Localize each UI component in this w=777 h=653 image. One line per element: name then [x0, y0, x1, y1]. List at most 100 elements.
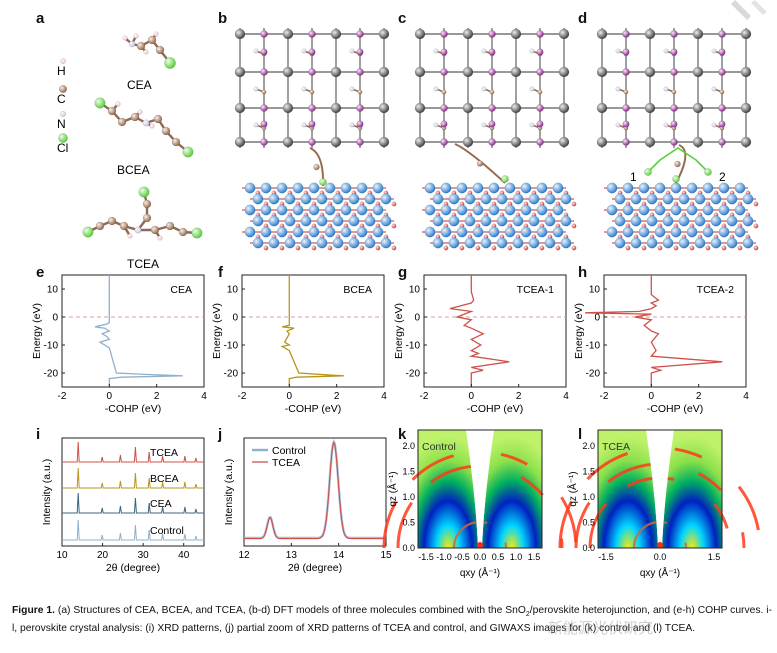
model-b-perovskite-iodide-shine [356, 48, 364, 56]
xrd-xlabel: 2θ (degree) [288, 562, 342, 574]
model-b-sno2-tin-shine [300, 215, 312, 227]
model-c-perovskite-iodide-shine [488, 120, 496, 128]
molecule-tcea-atom-shine [179, 228, 187, 236]
xrd-series-control [62, 519, 204, 541]
model-d-perovskite-atom-shine [670, 138, 678, 146]
model-d-sno2-tin-shine [686, 226, 698, 238]
model-b-sno2 [242, 182, 397, 251]
model-b-sno2-tin-shine [252, 193, 264, 205]
model-c-sno2-tin-shine [432, 193, 444, 205]
model-d-sno2-tin-shine [614, 193, 626, 205]
model-d-sno2-tin-shine [654, 226, 666, 238]
molecule-cea-atom-shine [129, 41, 135, 47]
legend-label-h: H [57, 64, 66, 78]
cohp-frame [423, 274, 567, 388]
model-d-sno2-tin-shine [734, 226, 746, 238]
model-b-perovskite-atom-shine [283, 29, 293, 39]
model-d-perovskite-cation-n-shine [663, 48, 669, 54]
xtick-label: 1.5 [528, 552, 541, 562]
model-b-perovskite-cation-n-shine [253, 122, 259, 128]
model-b-sno2-tin-shine [348, 193, 360, 205]
legend-label-control: Control [272, 445, 306, 457]
model-d-perovskite-iodide-shine [670, 48, 678, 56]
giwaxs-missing-wedge [466, 430, 494, 548]
model-b-sno2-oxygen-shine [391, 223, 397, 229]
xtick-label: 15 [380, 550, 392, 561]
molecule-bcea-atom-shine [94, 97, 106, 109]
model-d-sno2-tin-shine [606, 204, 618, 216]
model-c-perovskite-atom-shine [415, 103, 425, 113]
model-b-perovskite-atom-shine [260, 104, 268, 112]
model-c-perovskite-cation-c-shine [489, 89, 495, 95]
molecule-cea-atom-shine [164, 57, 176, 69]
model-b-sno2-tin-shine [316, 237, 328, 249]
model-c-linker [454, 143, 506, 184]
model-c-sno2-tin-shine [440, 226, 452, 238]
panel-label-d: d [578, 10, 588, 27]
giwaxs-xlabel: qxy (Å⁻¹) [640, 566, 680, 579]
xrd-xlabel: 2θ (degree) [106, 562, 160, 574]
model-b-perovskite-atom-shine [331, 103, 341, 113]
xtick-label: 0.5 [492, 552, 505, 562]
giwaxs-beam-spot [477, 542, 483, 548]
molecule-bcea-atom-shine [115, 101, 121, 107]
model-d-perovskite-atom-shine [622, 68, 630, 76]
model-b-perovskite-cation-n-shine [349, 122, 355, 128]
molecule-tcea-atom-shine [120, 222, 128, 230]
model-d-perovskite-cation-n-shine [615, 122, 621, 128]
model-c-sno2-tin-shine [464, 193, 476, 205]
model-c-sno2-tin-shine [464, 237, 476, 249]
legend-atom-cl-shine [58, 133, 68, 143]
model-c-perovskite-atom-shine [463, 29, 473, 39]
model-d-sno2-tin-shine [734, 182, 746, 194]
model-d-sno2-tin-shine [694, 193, 706, 205]
model-b-sno2-tin-shine [372, 204, 384, 216]
xtick-label: 4 [743, 391, 749, 402]
model-b-perovskite-cation-n-shine [349, 48, 355, 54]
model-c-sno2-tin-shine [472, 226, 484, 238]
panel-label-e: e [36, 264, 45, 281]
molecule-label-cea: CEA [127, 78, 152, 92]
model-b-perovskite-cation-n-shine [349, 86, 355, 92]
model-c-perovskite-atom-shine [511, 103, 521, 113]
legend-atom-c-shine [59, 85, 67, 93]
model-d-perovskite-atom-shine [622, 104, 630, 112]
model-b-sno2-tin-shine [268, 237, 280, 249]
model-b-perovskite-atom-shine [235, 67, 245, 77]
ytick-label: 2.0 [402, 441, 415, 451]
model-b-c-atom-shine [313, 164, 320, 170]
model-b-sno2-oxygen-shine [279, 245, 285, 251]
model-b-sno2-tin-shine [292, 182, 304, 194]
model-b-sno2-oxygen-shine [375, 245, 381, 251]
model-b-sno2-tin-shine [348, 215, 360, 227]
cohp-xlabel: -COHP (eV) [467, 403, 523, 415]
ytick-label: -10 [44, 341, 59, 352]
molecule-bcea-atom-shine [149, 123, 155, 129]
ytick-label: 10 [409, 285, 421, 296]
model-c-sno2-tin-shine [536, 226, 548, 238]
giwaxs-title: Control [422, 441, 456, 453]
model-d-sno2-tin-shine [710, 215, 722, 227]
model-d-perovskite-atom-shine [670, 104, 678, 112]
cohp-frame [61, 274, 205, 388]
model-d-sno2-oxygen-shine [673, 245, 679, 251]
xtick-label: 4 [563, 391, 569, 402]
xrd-series-cea [62, 492, 204, 514]
model-c-sno2-tin-shine [520, 226, 532, 238]
model-b-perovskite-iodide-shine [260, 120, 268, 128]
model-c-perovskite-atom-shine [463, 137, 473, 147]
model-b-sno2-tin-shine [308, 182, 320, 194]
model-d-sno2-tin-shine [662, 193, 674, 205]
model-c-sno2-tin-shine [480, 237, 492, 249]
model-d-sno2-tin-shine [726, 237, 738, 249]
molecule-bcea-atom-shine [162, 127, 170, 135]
model-d-sno2-tin-shine [734, 204, 746, 216]
xtick-label: 0 [649, 391, 655, 402]
legend-label-tcea: TCEA [272, 457, 300, 469]
model-d-perovskite-atom-shine [597, 67, 607, 77]
model-d-cl-atom-shine [672, 175, 680, 183]
model-c-perovskite-iodide-shine [536, 48, 544, 56]
model-d-perovskite-atom-shine [741, 67, 751, 77]
giwaxs-ylabel: qz (Å⁻¹) [566, 471, 579, 506]
